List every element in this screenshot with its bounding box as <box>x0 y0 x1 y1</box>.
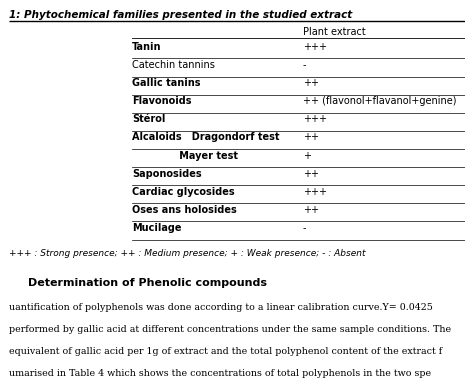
Text: equivalent of gallic acid per 1g of extract and the total polyphenol content of : equivalent of gallic acid per 1g of extr… <box>9 347 443 356</box>
Text: +++: +++ <box>303 187 327 197</box>
Text: ++: ++ <box>303 133 319 142</box>
Text: Stérol: Stérol <box>132 114 166 124</box>
Text: Determination of Phenolic compounds: Determination of Phenolic compounds <box>27 278 267 288</box>
Text: Plant extract: Plant extract <box>303 27 366 37</box>
Text: ++: ++ <box>303 169 319 179</box>
Text: Mucilage: Mucilage <box>132 223 182 233</box>
Text: Oses ans holosides: Oses ans holosides <box>132 205 237 215</box>
Text: 1: Phytochemical families presented in the studied extract: 1: Phytochemical families presented in t… <box>9 10 353 20</box>
Text: ++ (flavonol+flavanol+genine): ++ (flavonol+flavanol+genine) <box>303 96 456 106</box>
Text: -: - <box>303 60 307 70</box>
Text: performed by gallic acid at different concentrations under the same sample condi: performed by gallic acid at different co… <box>9 325 452 334</box>
Text: Saponosides: Saponosides <box>132 169 202 179</box>
Text: Mayer test: Mayer test <box>132 151 238 161</box>
Text: +: + <box>303 151 311 161</box>
Text: +++: +++ <box>303 114 327 124</box>
Text: Tanin: Tanin <box>132 42 162 52</box>
Text: ++: ++ <box>303 78 319 88</box>
Text: +++ : Strong presence; ++ : Medium presence; + : Weak presence; - : Absent: +++ : Strong presence; ++ : Medium prese… <box>9 249 366 258</box>
Text: umarised in Table 4 which shows the concentrations of total polyphenols in the t: umarised in Table 4 which shows the conc… <box>9 369 432 378</box>
Text: Gallic tanins: Gallic tanins <box>132 78 201 88</box>
Text: Cardiac glycosides: Cardiac glycosides <box>132 187 235 197</box>
Text: uantification of polyphenols was done according to a linear calibration curve.Y=: uantification of polyphenols was done ac… <box>9 303 433 312</box>
Text: Alcaloids   Dragondorf test: Alcaloids Dragondorf test <box>132 133 280 142</box>
Text: Flavonoids: Flavonoids <box>132 96 192 106</box>
Text: ++: ++ <box>303 205 319 215</box>
Text: -: - <box>303 223 307 233</box>
Text: +++: +++ <box>303 42 327 52</box>
Text: Catechin tannins: Catechin tannins <box>132 60 215 70</box>
